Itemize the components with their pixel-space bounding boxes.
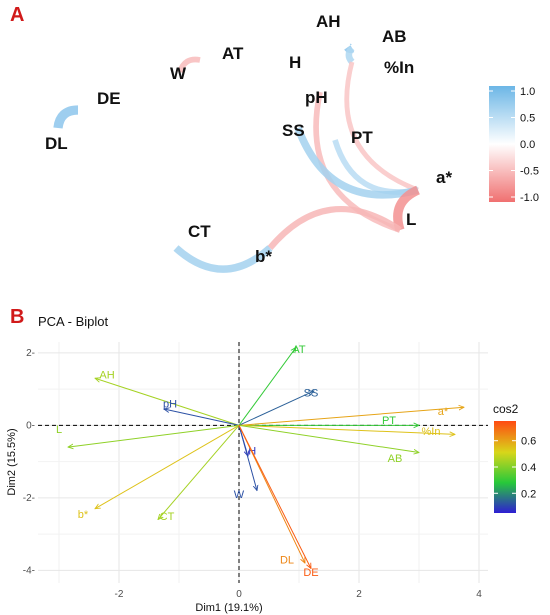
network-node-de: DE: [97, 89, 121, 108]
correlation-legend-bar: [489, 86, 515, 202]
pca-arrow-pct-in: [238, 424, 455, 434]
network-node-ph: pH: [305, 88, 328, 107]
pca-arrow-at: [238, 347, 296, 426]
cos2-legend-tick: 0.2: [521, 488, 536, 500]
pca-label-de: DE: [303, 567, 318, 579]
pca-y-tick: 2-: [26, 348, 35, 359]
panel-a-letter: A: [10, 4, 25, 26]
pca-arrow-ph: [164, 409, 240, 426]
correlation-legend: 1.0 0.5 0.0 -0.5 -1.0: [489, 86, 539, 204]
pca-label-ss: SS: [304, 388, 319, 400]
pca-label-ah: AH: [99, 370, 114, 382]
pca-label-a-star: a*: [438, 406, 449, 418]
network-node-a-star: a*: [436, 168, 452, 187]
network-node-w: W: [170, 64, 187, 83]
network-node-pct-in: %In: [384, 58, 414, 77]
network-node-pt: PT: [351, 128, 373, 147]
pca-arrow-l: [68, 424, 240, 447]
network-edge-ss-a-star: [294, 126, 419, 199]
network-edge-pct-in-a-star: [344, 61, 419, 193]
pca-arrow-ct: [158, 425, 240, 519]
network-node-l: L: [406, 210, 416, 229]
network-edge-at-w: [177, 56, 201, 73]
pca-arrow-ss: [238, 391, 314, 426]
cos2-legend-title: cos2: [493, 402, 519, 416]
cos2-legend: cos2 0.6 0.4 0.2: [493, 402, 536, 513]
network-node-ab: AB: [382, 27, 407, 46]
pca-arrow-de: [238, 425, 311, 568]
pca-label-pct-in: %In: [422, 426, 441, 438]
network-node-ss: SS: [282, 121, 305, 140]
network-node-dl: DL: [45, 134, 68, 153]
pca-label-ph: pH: [163, 399, 177, 411]
network-node-at: AT: [222, 44, 244, 63]
cos2-legend-tick: 0.4: [521, 462, 536, 474]
pca-y-axis-title: Dim2 (15.5%): [6, 428, 18, 495]
pca-arrow-a-star: [238, 407, 464, 426]
correlation-network: AH AB AT H %In W DE pH DL SS PT a* CT Lb* 1.0 0.5 0.0 -0…: [45, 12, 539, 273]
network-labels: AH AB AT H %In W DE pH DL SS PT a* CT Lb*: [45, 12, 452, 266]
correlation-legend-tick: 0.0: [520, 139, 535, 151]
pca-arrow-b-star: [95, 424, 240, 508]
pca-title: PCA - Biplot: [38, 314, 108, 329]
network-edge-de-dl: [53, 105, 79, 129]
network-edge-ct-b-star: [173, 245, 273, 273]
cos2-legend-bar: [494, 421, 516, 513]
network-edge-a-star-l: [393, 185, 421, 232]
pca-x-tick: 2: [356, 589, 362, 600]
pca-label-b-star: b*: [78, 509, 89, 521]
pca-label-at: AT: [292, 344, 306, 356]
panel-b-letter: B: [10, 306, 25, 328]
pca-x-tick: 0: [236, 589, 242, 600]
correlation-legend-tick: -1.0: [520, 192, 539, 204]
network-edge-ab-pct-in: [345, 45, 355, 65]
pca-label-l: L: [56, 424, 62, 436]
pca-y-tick: 0-: [26, 420, 35, 431]
network-edge-l-b-star: [267, 206, 402, 250]
pca-label-ab: AB: [388, 453, 403, 465]
pca-label-w: W: [234, 489, 245, 501]
pca-y-tick: -4-: [23, 565, 35, 576]
network-node-ah: AH: [316, 12, 341, 31]
pca-biplot: PCA - Biplot ATAHpHSSPTa*%InABLHWb*CTDLD…: [6, 314, 536, 614]
pca-x-tick: 4: [476, 589, 482, 600]
cos2-legend-tick: 0.6: [521, 436, 536, 448]
correlation-legend-tick: 0.5: [520, 113, 535, 125]
pca-label-ct: CT: [160, 511, 175, 523]
pca-arrow-ab: [238, 424, 419, 452]
pca-label-pt: PT: [382, 415, 396, 427]
correlation-legend-tick: -0.5: [520, 166, 539, 178]
network-edges: [53, 43, 421, 273]
pca-ticks: -2 0 2 4 2- 0- -2- -4-: [23, 348, 482, 600]
correlation-legend-tick: 1.0: [520, 86, 535, 98]
pca-arrow-w: [238, 425, 257, 490]
pca-x-axis-title: Dim1 (19.1%): [195, 602, 262, 614]
pca-y-tick: -2-: [23, 493, 35, 504]
network-node-ct: CT: [188, 222, 211, 241]
pca-arrow-ah: [95, 378, 240, 426]
pca-label-dl: DL: [280, 554, 294, 566]
pca-x-tick: -2: [115, 589, 124, 600]
network-node-h: H: [289, 53, 301, 72]
network-node-b-star: b*: [255, 247, 272, 266]
